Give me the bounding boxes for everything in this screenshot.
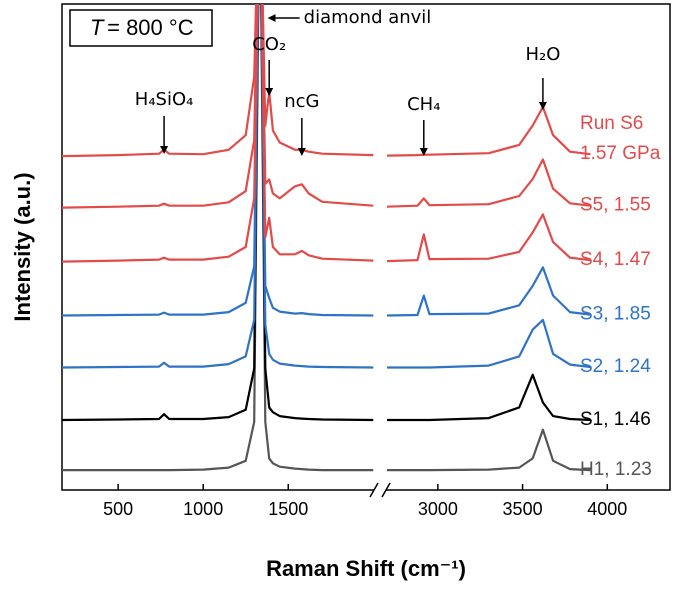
series-label: S5, 1.55: [580, 195, 651, 216]
spectrum: [62, 4, 374, 317]
curves: [62, 4, 591, 472]
annotation-text: ncG: [284, 91, 319, 112]
x-tick-label: 1500: [268, 499, 308, 519]
spectrum: [386, 266, 591, 317]
x-tick-label: 3000: [418, 499, 458, 519]
spectrum: [62, 4, 374, 263]
annotation-text: diamond anvil: [304, 7, 432, 28]
y-axis-title: Intensity (a.u.): [10, 172, 35, 321]
x-tick-label: 3500: [503, 499, 543, 519]
condition-box: [69, 9, 213, 47]
annotation-text: H₂O: [525, 44, 560, 65]
condition-symbol: T: [90, 15, 105, 40]
annotation-text: CO₂: [252, 34, 286, 55]
spectrum: [62, 4, 374, 422]
series-label: S2, 1.24: [580, 356, 651, 377]
series-label: H1, 1.23: [580, 459, 652, 480]
axis-break-mark: [381, 482, 391, 498]
spectrum: [387, 373, 591, 422]
spectrum: [386, 158, 591, 208]
series-label: S1, 1.46: [580, 409, 651, 430]
spectrum: [387, 318, 591, 369]
x-tick-label: 1000: [183, 499, 223, 519]
plot-frame: [61, 3, 671, 491]
series-label: S3, 1.85: [580, 304, 651, 325]
series-label: S4, 1.47: [580, 249, 651, 270]
annotation-text: CH₄: [407, 94, 440, 115]
annotation-text: H₄SiO₄: [135, 89, 194, 110]
spectrum: [62, 4, 374, 369]
x-axis-title: Raman Shift (cm⁻¹): [266, 556, 466, 581]
x-tick-label: 4000: [587, 499, 627, 519]
spectrum: [387, 428, 591, 472]
spectrum: [62, 4, 374, 472]
spectrum: [386, 213, 591, 263]
spectrum: [62, 4, 374, 209]
x-tick-label: 500: [103, 499, 133, 519]
series-label: 1.57 GPa: [580, 143, 661, 164]
axis-break-mark: [369, 482, 379, 498]
series-label: Run S6: [580, 113, 643, 134]
condition-text: = 800 °C: [101, 15, 194, 40]
